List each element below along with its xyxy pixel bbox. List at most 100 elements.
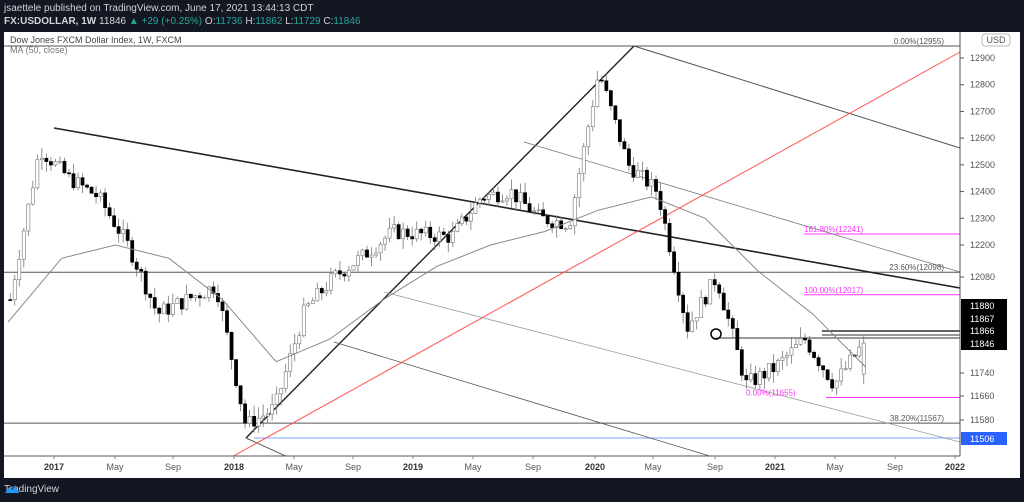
candle-up	[202, 297, 207, 299]
candle-up	[690, 320, 695, 332]
candle-down	[62, 160, 67, 174]
candle-down	[739, 349, 744, 376]
candle-down	[753, 373, 758, 385]
ma-50-line[interactable]	[7, 196, 867, 368]
candle-down	[482, 198, 487, 201]
candle-down	[71, 173, 76, 189]
last-price: 11846	[99, 16, 127, 27]
legend-indicator[interactable]: MA (50, close)	[10, 45, 68, 55]
candle-up	[423, 226, 428, 234]
candle-down	[229, 332, 234, 360]
candle-down	[238, 385, 243, 405]
candle-down	[405, 228, 410, 237]
candle-down	[130, 240, 135, 263]
candle-up	[834, 380, 839, 389]
candle-up	[360, 249, 365, 257]
trend-line[interactable]	[523, 141, 961, 273]
price-chart[interactable]: 0.00%(12955) 23.60%(12098) 38.20%(11567) 16…	[4, 32, 1020, 478]
price-label-value: 11506	[970, 434, 994, 444]
candle-down	[432, 237, 437, 242]
candle-up	[39, 157, 44, 161]
candle-down	[116, 226, 121, 234]
candle-down	[80, 177, 85, 186]
candle-up	[297, 335, 302, 345]
candle-up	[776, 360, 780, 372]
candle-down	[166, 303, 171, 315]
candle-down	[8, 299, 13, 301]
trend-line[interactable]	[245, 45, 635, 439]
currency-label: USD	[986, 35, 1006, 45]
candle-up	[270, 404, 275, 415]
y-tick-label: 12700	[970, 106, 995, 116]
footer-bar: TradingView	[0, 478, 1024, 502]
candle-up	[175, 298, 180, 304]
candle-up	[586, 126, 591, 148]
candle-up	[26, 203, 31, 232]
candle-down	[220, 301, 225, 312]
trend-line[interactable]	[383, 291, 961, 443]
candle-up	[193, 295, 198, 299]
y-tick-label: 12400	[970, 187, 995, 197]
candle-up	[17, 258, 22, 280]
candle-down	[157, 307, 162, 314]
candle-down	[211, 286, 216, 294]
candle-up	[518, 192, 523, 203]
trend-line[interactable]	[633, 45, 961, 149]
candle-up	[568, 225, 573, 229]
candle-up	[53, 161, 58, 166]
close-label: C:	[323, 16, 334, 27]
candle-up	[839, 368, 844, 382]
fib-label: 161.80%(12241)	[804, 225, 863, 234]
publish-header: jsaettele published on TradingView.com, …	[0, 0, 1024, 32]
high-value: 11862	[255, 16, 283, 27]
x-tick-label: May	[106, 462, 124, 472]
fib-label: 0.00%(11655)	[746, 389, 796, 398]
chart-area[interactable]: Dow Jones FXCM Dollar Index, 1W, FXCM MA…	[4, 32, 1020, 478]
candle-up	[640, 169, 645, 172]
price-axis[interactable]	[960, 32, 1020, 478]
candle-up	[459, 216, 464, 224]
fib-label: 100.00%(12017)	[804, 286, 863, 295]
candle-down	[550, 223, 555, 228]
trend-line[interactable]	[53, 127, 961, 289]
chart-legend: Dow Jones FXCM Dollar Index, 1W, FXCM MA…	[10, 35, 182, 55]
candle-up	[536, 209, 541, 212]
candle-down	[396, 224, 401, 240]
candle-down	[179, 298, 184, 310]
candle-up	[649, 179, 654, 187]
candle-up	[401, 228, 406, 240]
trend-line[interactable]	[333, 341, 960, 478]
candle-up	[843, 368, 848, 370]
candle-down	[604, 80, 609, 91]
candle-down	[365, 249, 369, 258]
candle-down	[338, 270, 342, 275]
candle-up	[699, 297, 704, 318]
candle-up	[414, 228, 419, 240]
time-axis[interactable]	[4, 456, 1020, 478]
x-tick-label: May	[826, 462, 844, 472]
candle-down	[410, 236, 415, 240]
candle-up	[437, 231, 442, 242]
currency-badge[interactable]	[981, 33, 1011, 47]
price-label-badge	[961, 337, 1007, 350]
circle-marker[interactable]	[710, 328, 722, 340]
trend-line[interactable]	[193, 51, 961, 478]
y-tick-label: 12080	[970, 272, 995, 282]
candle-up	[121, 229, 126, 234]
candle-down	[152, 297, 157, 309]
legend-title: Dow Jones FXCM Dollar Index, 1W, FXCM	[10, 35, 182, 45]
candle-down	[189, 293, 193, 299]
candle-up	[491, 191, 496, 195]
candle-up	[505, 198, 509, 202]
candle-down	[672, 251, 676, 273]
candle-down	[252, 416, 256, 427]
tradingview-brand[interactable]: TradingView	[4, 484, 59, 495]
candle-down	[143, 270, 148, 295]
y-tick-label: 12800	[970, 80, 995, 90]
candle-down	[685, 312, 690, 332]
fib-label: 38.20%(11567)	[890, 414, 944, 423]
candle-up	[30, 187, 35, 205]
candle-down	[608, 90, 613, 107]
candle-up	[76, 177, 80, 189]
candle-up	[708, 279, 713, 305]
